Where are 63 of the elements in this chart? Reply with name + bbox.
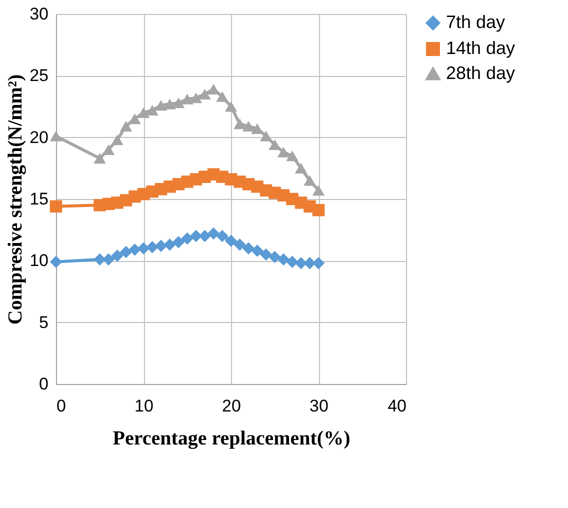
legend-label: 7th day bbox=[446, 12, 506, 32]
point bbox=[234, 238, 246, 251]
point bbox=[172, 97, 185, 108]
point bbox=[190, 92, 202, 104]
x-tick-label: 40 bbox=[388, 396, 406, 416]
point bbox=[50, 130, 62, 142]
point bbox=[181, 94, 194, 104]
point bbox=[111, 134, 124, 146]
point bbox=[50, 256, 62, 268]
point bbox=[120, 120, 132, 132]
point bbox=[216, 91, 228, 102]
y-tick-label: 0 bbox=[39, 374, 48, 394]
y-tick-label: 20 bbox=[30, 128, 48, 147]
point bbox=[146, 104, 158, 116]
point bbox=[198, 230, 211, 242]
point bbox=[304, 175, 316, 186]
point bbox=[286, 256, 298, 268]
y-tick-label: 10 bbox=[30, 251, 48, 270]
x-tick-label: 20 bbox=[222, 396, 241, 416]
point bbox=[164, 98, 176, 110]
point bbox=[286, 150, 298, 162]
point bbox=[164, 238, 176, 251]
y-axis-title: Compresive strength(N/mm²) bbox=[4, 74, 27, 325]
y-tick-label: 30 bbox=[30, 4, 48, 24]
point bbox=[234, 118, 246, 130]
point bbox=[251, 244, 264, 257]
point bbox=[120, 246, 132, 258]
y-tick-label: 5 bbox=[39, 312, 48, 332]
point bbox=[224, 101, 238, 112]
legend-label: 28th day bbox=[446, 63, 516, 83]
legend-label: 14th day bbox=[446, 38, 516, 58]
point bbox=[312, 185, 325, 196]
point bbox=[154, 100, 168, 111]
point bbox=[216, 230, 228, 242]
x-tick-label: 0 bbox=[56, 396, 66, 416]
point bbox=[277, 253, 290, 266]
point bbox=[198, 88, 211, 100]
y-tick-label: 15 bbox=[30, 190, 48, 208]
point bbox=[277, 146, 290, 158]
x-tick-label: 10 bbox=[134, 396, 154, 416]
x-axis-title: Percentage replacement(%) bbox=[112, 428, 350, 450]
point bbox=[50, 200, 62, 213]
point bbox=[242, 120, 255, 132]
point bbox=[128, 243, 141, 256]
point bbox=[94, 152, 106, 164]
point bbox=[111, 250, 124, 262]
point bbox=[137, 242, 150, 254]
point bbox=[146, 240, 158, 254]
point bbox=[242, 242, 255, 254]
point bbox=[172, 236, 185, 248]
point bbox=[260, 248, 272, 261]
point bbox=[181, 232, 194, 245]
point bbox=[268, 250, 281, 264]
point bbox=[294, 162, 308, 174]
x-tick-label: 30 bbox=[310, 396, 328, 416]
point bbox=[224, 234, 238, 248]
point bbox=[207, 227, 220, 240]
point bbox=[312, 204, 325, 216]
point bbox=[260, 130, 272, 142]
point bbox=[137, 107, 150, 118]
point bbox=[102, 144, 115, 155]
y-tick-label: 25 bbox=[30, 66, 48, 86]
point bbox=[304, 257, 316, 270]
